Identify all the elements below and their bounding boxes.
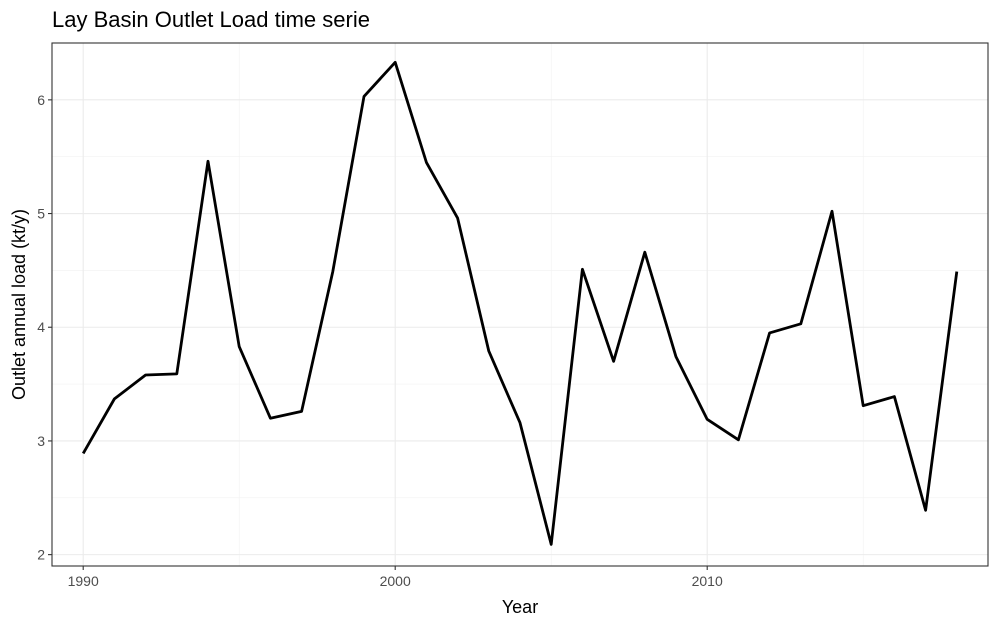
y-tick-label: 2 xyxy=(37,547,45,563)
x-axis-title: Year xyxy=(502,597,538,617)
y-tick-label: 3 xyxy=(37,433,45,449)
y-axis-title: Outlet annual load (kt/y) xyxy=(9,209,29,400)
x-tick-label: 2000 xyxy=(380,573,411,589)
x-tick-label: 1990 xyxy=(68,573,99,589)
chart-title: Lay Basin Outlet Load time serie xyxy=(52,7,370,32)
x-tick-label: 2010 xyxy=(692,573,723,589)
panel-border xyxy=(51,42,989,567)
y-axis: 2 3 4 5 6 xyxy=(37,92,52,563)
series-layer xyxy=(81,60,959,546)
y-tick-label: 4 xyxy=(37,319,45,335)
y-tick-label: 5 xyxy=(37,206,45,222)
minor-grid xyxy=(52,42,988,566)
x-axis: 1990 2000 2010 xyxy=(68,566,723,589)
y-tick-label: 6 xyxy=(37,92,45,108)
series-line xyxy=(81,60,959,546)
